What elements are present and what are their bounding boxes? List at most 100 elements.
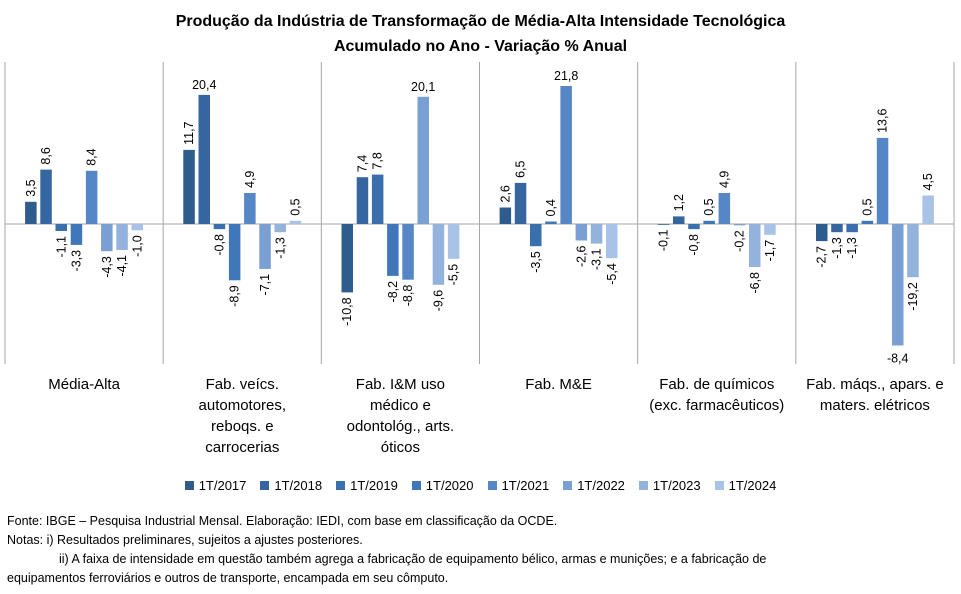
bar xyxy=(831,224,843,233)
bar xyxy=(530,224,542,247)
data-label: 4,9 xyxy=(717,171,731,188)
bar xyxy=(183,149,195,224)
bar xyxy=(259,224,271,269)
bar xyxy=(590,224,603,244)
bar xyxy=(560,86,572,224)
bar xyxy=(244,193,256,224)
bar xyxy=(402,224,414,280)
data-label: 2,6 xyxy=(498,185,512,202)
category-label: odontológ., arts. xyxy=(347,418,455,435)
data-label: -4,3 xyxy=(100,256,114,278)
data-label: 0,5 xyxy=(288,198,302,215)
data-label: 0,5 xyxy=(860,198,874,215)
bar xyxy=(703,220,715,224)
category-label: (exc. farmacêuticos) xyxy=(649,397,784,414)
chart-subtitle: Acumulado no Ano - Variação % Anual xyxy=(333,38,628,55)
bar xyxy=(447,224,460,259)
data-label: 1,2 xyxy=(672,194,686,211)
data-label: 11,7 xyxy=(182,121,196,144)
data-label: -8,9 xyxy=(228,285,242,307)
data-label: -1,3 xyxy=(845,237,859,259)
bar xyxy=(545,221,557,224)
legend-item: 1T/2019 xyxy=(336,478,398,493)
category-label: automotores, xyxy=(199,397,287,414)
bar xyxy=(356,177,369,224)
data-label: -1,3 xyxy=(273,237,287,259)
bar xyxy=(764,224,776,235)
data-label: -1,3 xyxy=(830,237,844,259)
category-label: reboqs. e xyxy=(211,418,274,435)
legend-item: 1T/2018 xyxy=(260,478,322,493)
bar xyxy=(749,224,761,267)
bar xyxy=(892,224,904,346)
data-label: 8,6 xyxy=(39,147,53,164)
legend-label: 1T/2018 xyxy=(274,478,323,493)
bar xyxy=(25,201,37,224)
bar xyxy=(85,170,98,224)
data-label: -6,8 xyxy=(748,272,762,294)
data-label: -5,4 xyxy=(605,263,619,285)
data-label: -0,2 xyxy=(733,230,747,252)
legend-label: 1T/2022 xyxy=(577,478,625,493)
category-label: óticos xyxy=(381,439,420,456)
bar xyxy=(673,216,685,224)
legend-item: 1T/2017 xyxy=(184,478,247,493)
legend-swatch xyxy=(411,481,421,490)
data-label: 21,8 xyxy=(554,69,578,83)
data-label: 0,5 xyxy=(702,198,716,215)
data-label: -1,0 xyxy=(130,235,144,257)
category-label: Fab. de químicos xyxy=(659,376,774,393)
bar xyxy=(657,224,670,225)
data-label: -3,1 xyxy=(590,249,604,271)
data-label: 8,4 xyxy=(85,148,99,165)
bar xyxy=(341,224,353,293)
legend-swatch xyxy=(638,481,648,490)
legend-item: 1T/2021 xyxy=(487,478,549,493)
data-label: 20,4 xyxy=(192,78,216,92)
data-label: 4,9 xyxy=(243,171,257,188)
footnotes: Fonte: IBGE – Pesquisa Industrial Mensal… xyxy=(7,512,766,588)
data-label: 6,5 xyxy=(514,160,528,177)
bar xyxy=(816,224,828,242)
category-label: carrocerias xyxy=(205,439,279,456)
note-3: equipamentos ferroviários e outros de tr… xyxy=(7,571,449,585)
bar xyxy=(432,224,445,285)
data-label: 13,6 xyxy=(876,109,890,133)
data-label: -2,7 xyxy=(815,246,829,268)
data-label: -10,8 xyxy=(340,297,354,326)
bar xyxy=(228,224,241,281)
legend-swatch xyxy=(336,481,346,490)
note-1: Notas: i) Resultados preliminares, sujei… xyxy=(7,533,363,547)
data-label: -9,6 xyxy=(431,290,445,312)
category-label: médico e xyxy=(370,397,431,414)
legend-label: 1T/2020 xyxy=(425,478,474,493)
bar xyxy=(387,224,399,276)
category-label: Fab. máqs., apars. e xyxy=(806,376,944,393)
bar xyxy=(922,195,934,224)
data-label: 7,8 xyxy=(371,152,385,169)
category-label: maters. elétricos xyxy=(820,397,930,414)
data-label: -7,1 xyxy=(258,274,272,296)
data-label: -3,5 xyxy=(529,251,543,273)
data-label: -0,8 xyxy=(687,234,701,256)
legend-swatch xyxy=(563,481,573,490)
chart-title: Produção da Indústria de Transformação d… xyxy=(175,13,786,30)
bar xyxy=(575,224,588,241)
legend-swatch xyxy=(487,481,497,490)
source-note: Fonte: IBGE – Pesquisa Industrial Mensal… xyxy=(7,514,558,528)
bar-chart: 3,5 8,6 -1,1-3,3 8,4 -4,3 -4,1-1,0 Média-Alta 1… xyxy=(4,62,955,456)
data-label: -8,4 xyxy=(887,352,909,366)
bar xyxy=(499,207,512,224)
data-label: -8,8 xyxy=(401,285,415,307)
legend-label: 1T/2017 xyxy=(198,478,247,493)
data-label: -3,3 xyxy=(70,250,84,272)
data-label: -2,6 xyxy=(574,245,588,267)
category-label: Fab. I&M uso xyxy=(356,376,445,393)
note-2: ii) A faixa de intensidade em questão ta… xyxy=(59,552,767,566)
data-label: -1,1 xyxy=(54,236,68,258)
data-label: -8,2 xyxy=(386,281,400,303)
legend-swatch xyxy=(184,481,194,490)
legend-item: 1T/2022 xyxy=(563,478,625,493)
legend-swatch xyxy=(714,481,724,490)
bar xyxy=(718,193,731,224)
